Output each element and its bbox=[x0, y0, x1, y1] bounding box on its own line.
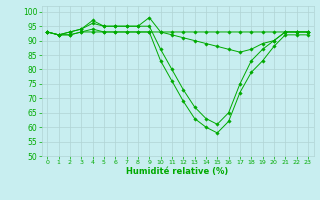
X-axis label: Humidité relative (%): Humidité relative (%) bbox=[126, 167, 229, 176]
